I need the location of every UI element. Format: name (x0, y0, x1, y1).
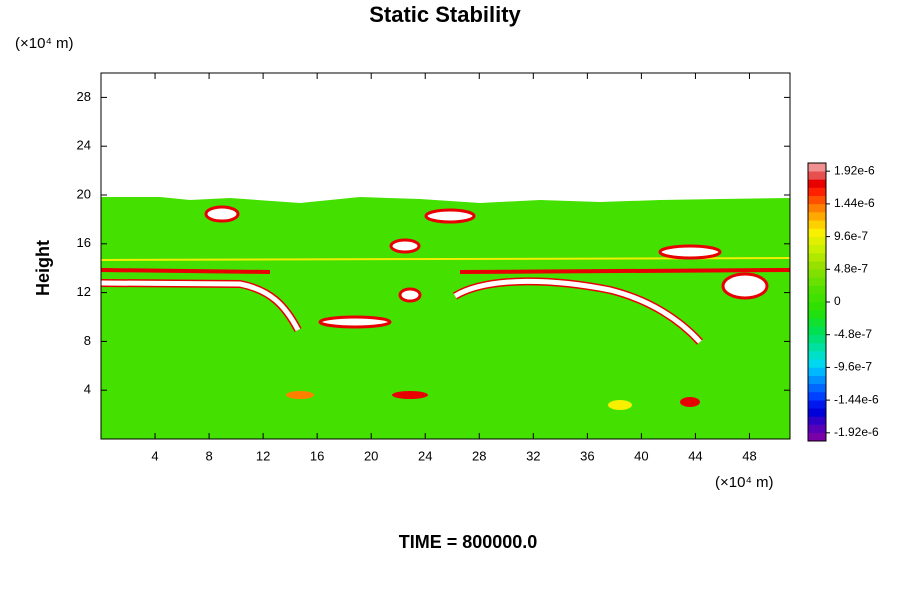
x-tick-label: 40 (634, 448, 648, 463)
x-tick-label: 32 (526, 448, 540, 463)
colorbar-band (808, 179, 826, 188)
colorbar-band (808, 383, 826, 393)
colorbar-band (808, 261, 826, 270)
colorbar-band (808, 285, 826, 295)
y-tick-label: 12 (77, 284, 91, 299)
x-tick-label: 48 (742, 448, 756, 463)
field (100, 197, 791, 439)
plot-frame (100, 72, 791, 440)
field-feature (658, 244, 722, 260)
colorbar-band (808, 212, 826, 221)
field-feature (453, 278, 702, 344)
x-tick-label: 8 (205, 448, 212, 463)
x-tick-label: 4 (151, 448, 158, 463)
colorbar-band (808, 318, 826, 327)
colorbar-band (808, 171, 826, 180)
colorbar-label: 4.8e-7 (834, 261, 868, 275)
y-tick-label: 28 (77, 89, 91, 104)
field-feature (318, 315, 392, 329)
field-feature (286, 391, 314, 399)
x-tick-label: 12 (256, 448, 270, 463)
field-feature (204, 205, 240, 223)
colorbar-band (808, 293, 826, 303)
x-tick-label: 24 (418, 448, 432, 463)
y-tick-label: 20 (77, 186, 91, 201)
colorbar-band (808, 416, 826, 425)
x-tick-label: 36 (580, 448, 594, 463)
colorbar-label: 1.92e-6 (834, 163, 875, 177)
x-unit-label: (×10⁴ m) (715, 474, 774, 491)
colorbar-band (808, 375, 826, 385)
colorbar-band (808, 342, 826, 352)
x-tick-label: 20 (364, 448, 378, 463)
colorbar-band (808, 424, 826, 434)
time-label: TIME = 800000.0 (399, 532, 538, 552)
colorbar-label: 1.44e-6 (834, 196, 875, 210)
colorbar-band (808, 391, 826, 401)
colorbar-band (808, 302, 826, 311)
y-tick-label: 24 (77, 138, 91, 153)
field-feature (680, 397, 700, 407)
field-feature (389, 238, 421, 254)
field-feature (392, 391, 428, 399)
colorbar-band (808, 163, 826, 172)
x-tick-label: 44 (688, 448, 702, 463)
colorbar-band (808, 334, 826, 344)
field-feature (100, 280, 301, 332)
colorbar-band (808, 203, 826, 213)
colorbar-band (808, 244, 826, 254)
x-tick-label: 28 (472, 448, 486, 463)
field-feature (100, 268, 271, 274)
y-tick-label: 4 (84, 382, 91, 397)
colorbar-label: -1.44e-6 (834, 392, 879, 406)
colorbar-band (808, 220, 826, 229)
colorbar-label: 0 (834, 294, 841, 308)
y-unit-label: (×10⁴ m) (15, 35, 74, 52)
colorbar-band (808, 408, 826, 417)
colorbar-band (808, 252, 826, 262)
colorbar-label: 9.6e-7 (834, 229, 868, 243)
x-tick-label: 16 (310, 448, 324, 463)
chart-title: Static Stability (369, 2, 521, 27)
colorbar-band (808, 310, 826, 319)
colorbar-band (808, 359, 826, 368)
y-axis-title: Height (33, 240, 53, 296)
y-tick-label: 16 (77, 235, 91, 250)
colorbar-band (808, 367, 826, 376)
colorbar-band (808, 187, 826, 197)
colorbar-band (808, 195, 826, 205)
field-feature (459, 268, 791, 274)
colorbar-label: -9.6e-7 (834, 360, 872, 374)
colorbar-band (808, 236, 826, 246)
colorbar-band (808, 326, 826, 336)
colorbar-label: -4.8e-7 (834, 327, 872, 341)
colorbar-band (808, 400, 826, 409)
y-tick-label: 8 (84, 333, 91, 348)
field-feature (398, 287, 422, 303)
field-feature (608, 400, 632, 410)
colorbar-band (808, 277, 826, 286)
colorbar-band (808, 269, 826, 278)
colorbar-band (808, 351, 826, 360)
field-feature (424, 208, 476, 224)
colorbar-label: -1.92e-6 (834, 425, 879, 439)
colorbar-band (808, 228, 826, 237)
field-feature (721, 272, 769, 300)
colorbar-band (808, 432, 826, 442)
